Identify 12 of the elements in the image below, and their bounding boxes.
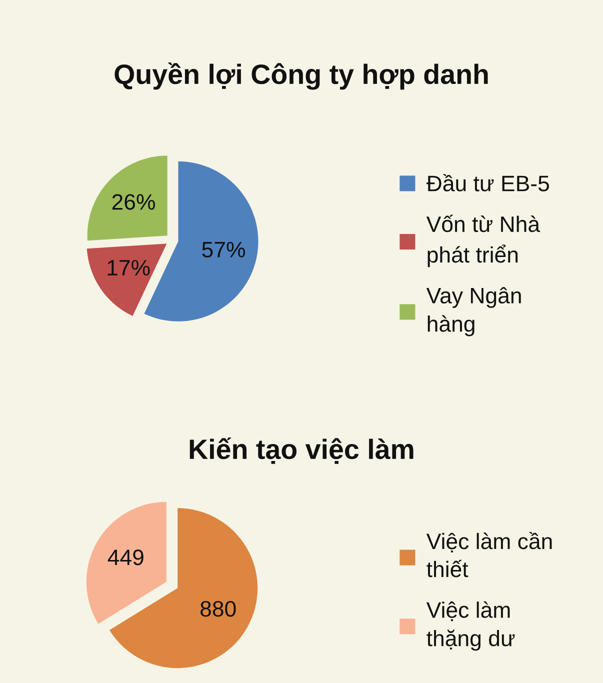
data-label: 26% [112,194,155,210]
data-label: 57% [202,242,245,258]
legend-label: Đầu tư EB-5 [426,174,549,192]
legend-label: Việc làm thặng dư [426,601,515,651]
data-label: 17% [108,260,150,276]
chart-title: Kiến tạo việc làm [190,438,414,464]
legend-label: Vốn từ Nhà phát triển [426,214,540,268]
data-label: 449 [108,549,144,566]
chart-title: Quyền lợi Công ty hợp danh [114,62,488,90]
legend-label: Việc làm cần thiết [426,532,552,578]
legend-label: Vay Ngân hàng [426,287,521,336]
data-label: 880 [200,600,236,617]
